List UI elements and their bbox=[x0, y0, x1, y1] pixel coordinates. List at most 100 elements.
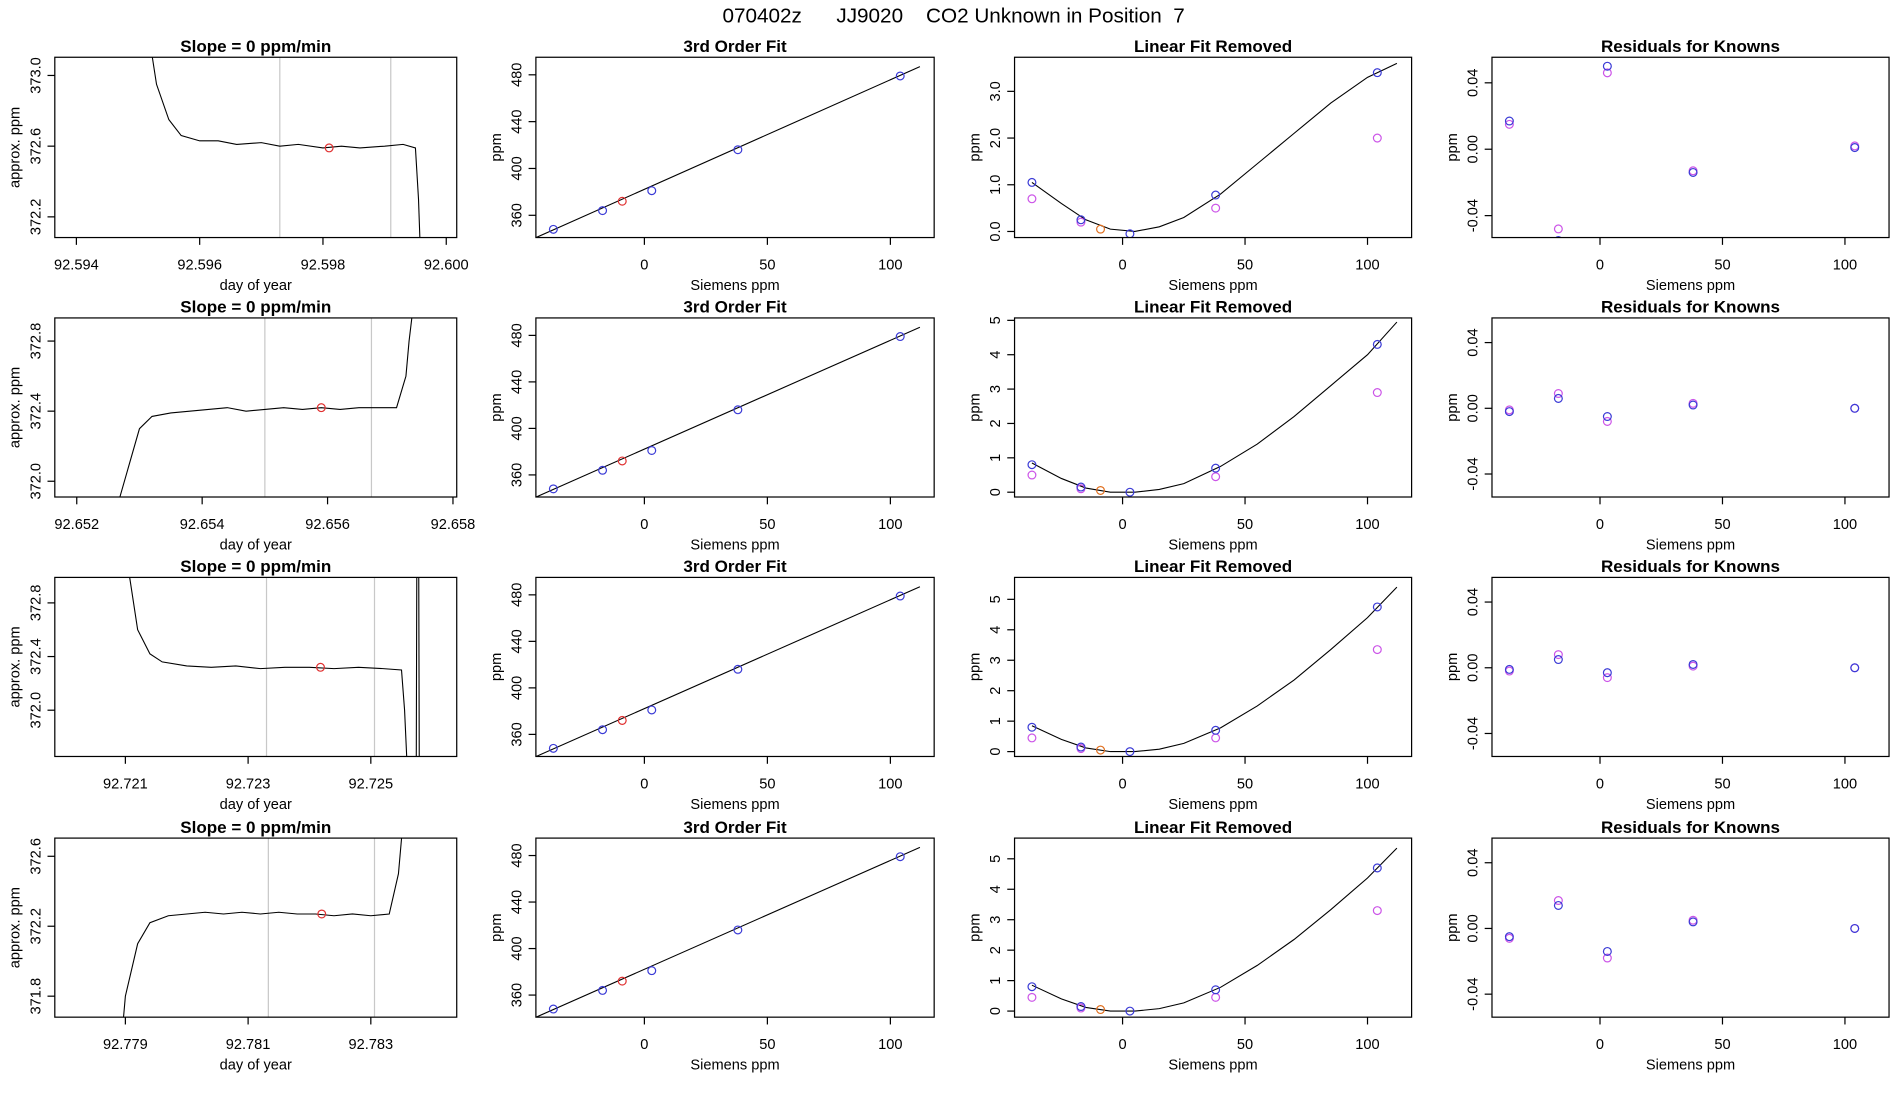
data-point bbox=[617, 456, 627, 466]
y-tick-label: 440 bbox=[509, 629, 525, 653]
data-point bbox=[1211, 985, 1221, 995]
series-line bbox=[1031, 586, 1398, 753]
y-tick-label: -0.04 bbox=[1466, 717, 1482, 750]
plot-frame bbox=[1491, 576, 1890, 758]
data-point bbox=[1504, 116, 1514, 126]
x-tick-label: 100 bbox=[878, 517, 902, 533]
panel: 3rd Order Fit Siemens ppm ppm 0 50 100 360 400 4… bbox=[489, 37, 935, 294]
x-axis-label: Siemens ppm bbox=[1168, 278, 1257, 294]
x-tick-label: 50 bbox=[1714, 517, 1730, 533]
data-point bbox=[1372, 863, 1382, 873]
series-line bbox=[129, 577, 420, 757]
data-point bbox=[1096, 224, 1106, 234]
panel: Slope = 0 ppm/min day of year approx. ppm 9… bbox=[8, 818, 458, 1074]
data-point bbox=[324, 143, 334, 153]
plot-area bbox=[1504, 61, 1860, 238]
figure-title: 070402z JJ9020 CO2 Unknown in Position 7 bbox=[723, 5, 1185, 28]
x-tick-label: 100 bbox=[1833, 1037, 1857, 1053]
x-tick-label: 0 bbox=[640, 1037, 648, 1053]
data-point bbox=[733, 664, 743, 674]
y-tick-label: 5 bbox=[988, 595, 1004, 603]
y-tick-label: 2 bbox=[988, 687, 1004, 695]
panel-title: 3rd Order Fit bbox=[683, 298, 787, 317]
y-tick-label: 373.0 bbox=[28, 57, 44, 94]
y-tick-label: 3 bbox=[988, 916, 1004, 924]
y-tick-label: 4 bbox=[988, 626, 1004, 634]
panel-title: 3rd Order Fit bbox=[683, 818, 787, 837]
data-point bbox=[1372, 68, 1382, 78]
x-tick-label: 92.721 bbox=[103, 776, 148, 792]
data-point bbox=[1096, 485, 1106, 495]
y-tick-label: 400 bbox=[509, 676, 525, 700]
panel: Residuals for Knowns Siemens ppm ppm 0 50 100… bbox=[1445, 557, 1890, 813]
data-point bbox=[1096, 745, 1106, 755]
x-tick-label: 50 bbox=[1237, 776, 1253, 792]
x-tick-label: 92.723 bbox=[226, 776, 271, 792]
data-point bbox=[1211, 203, 1221, 213]
data-point bbox=[1602, 68, 1612, 78]
panel-title: Slope = 0 ppm/min bbox=[180, 37, 331, 56]
plot-area bbox=[129, 577, 420, 757]
data-point bbox=[733, 145, 743, 155]
data-point bbox=[1076, 215, 1086, 225]
panel: 3rd Order Fit Siemens ppm ppm 0 50 100 360 400 4… bbox=[489, 818, 935, 1074]
y-axis-label: ppm bbox=[489, 913, 505, 941]
x-tick-label: 92.656 bbox=[305, 517, 350, 533]
data-point bbox=[316, 662, 326, 672]
x-tick-label: 100 bbox=[1833, 257, 1857, 273]
y-tick-label: 4 bbox=[988, 885, 1004, 893]
y-tick-label: 1 bbox=[988, 454, 1004, 462]
panel: Slope = 0 ppm/min day of year approx. ppm 9… bbox=[8, 557, 458, 813]
x-tick-label: 0 bbox=[640, 517, 648, 533]
plot-frame bbox=[54, 317, 458, 498]
x-tick-label: 0 bbox=[1596, 1037, 1604, 1053]
data-point bbox=[1850, 923, 1860, 933]
x-tick-label: 50 bbox=[759, 257, 775, 273]
panel: Slope = 0 ppm/min day of year approx. ppm 9… bbox=[8, 37, 469, 294]
y-tick-label: 400 bbox=[509, 416, 525, 440]
data-point bbox=[1553, 655, 1563, 665]
x-axis-label: day of year bbox=[220, 1058, 292, 1074]
y-axis-label: approx. ppm bbox=[8, 367, 24, 448]
plot-frame bbox=[535, 837, 935, 1018]
panel-title: 3rd Order Fit bbox=[683, 557, 787, 576]
y-tick-label: 2.0 bbox=[988, 128, 1004, 148]
x-tick-label: 100 bbox=[1355, 1037, 1379, 1053]
panel-title: Residuals for Knowns bbox=[1601, 818, 1780, 837]
y-tick-label: 372.0 bbox=[28, 692, 44, 729]
data-point bbox=[1372, 133, 1382, 143]
panel: Linear Fit Removed Siemens ppm ppm 0 50 100 0 1… bbox=[967, 298, 1413, 554]
series-line bbox=[535, 846, 921, 1018]
data-point bbox=[1688, 917, 1698, 927]
x-tick-label: 50 bbox=[1237, 517, 1253, 533]
panel: Slope = 0 ppm/min day of year approx. ppm 9… bbox=[8, 298, 476, 554]
data-point bbox=[1027, 733, 1037, 743]
panel: Residuals for Knowns Siemens ppm ppm 0 50 100… bbox=[1445, 37, 1890, 294]
data-point bbox=[1096, 1005, 1106, 1015]
x-tick-label: 50 bbox=[1714, 1037, 1730, 1053]
data-point bbox=[598, 465, 608, 475]
y-axis-label: ppm bbox=[1445, 133, 1461, 161]
panel-title: Slope = 0 ppm/min bbox=[180, 557, 331, 576]
data-point bbox=[1688, 167, 1698, 177]
y-axis-label: ppm bbox=[489, 653, 505, 681]
x-tick-label: 0 bbox=[640, 257, 648, 273]
panel: 3rd Order Fit Siemens ppm ppm 0 50 100 360 400 4… bbox=[489, 298, 935, 554]
series-line bbox=[535, 326, 921, 498]
series-line bbox=[1031, 321, 1398, 493]
x-tick-label: 0 bbox=[640, 776, 648, 792]
y-tick-label: 372.8 bbox=[28, 585, 44, 622]
y-tick-label: 0.04 bbox=[1466, 588, 1482, 616]
data-point bbox=[1125, 487, 1135, 497]
y-tick-label: 5 bbox=[988, 316, 1004, 324]
y-tick-label: 3.0 bbox=[988, 81, 1004, 101]
data-point bbox=[1372, 602, 1382, 612]
plot-frame bbox=[1491, 56, 1890, 239]
panel-title: Linear Fit Removed bbox=[1134, 298, 1292, 317]
y-axis-label: ppm bbox=[489, 133, 505, 161]
panel: Residuals for Knowns Siemens ppm ppm 0 50 100… bbox=[1445, 818, 1890, 1074]
data-point bbox=[1027, 722, 1037, 732]
data-point bbox=[895, 71, 905, 81]
